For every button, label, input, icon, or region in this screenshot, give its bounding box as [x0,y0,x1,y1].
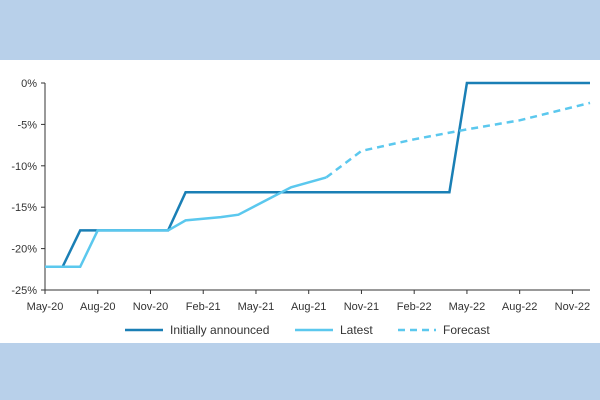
x-tick-label: Nov-20 [133,301,168,313]
y-tick-label: -15% [11,202,37,214]
series-line-initially-announced [45,81,590,269]
y-tick-label: 0% [21,78,37,90]
x-tick-label: Aug-20 [80,301,115,313]
x-tick-label: Feb-22 [397,301,432,313]
y-tick-label: -10% [11,161,37,173]
series-line-forecast [325,101,591,179]
x-axis-ticks: May-20 Aug-20 Nov-20 Feb-21 May-21 Aug-21 Nov-… [27,290,590,313]
legend-label-initially-announced: Initially announced [170,323,269,337]
chart-panel: 0% -5% -10% -15% -20% -25% May-20 Aug-20 Nov-20… [0,60,600,343]
x-tick-label: Aug-22 [502,301,537,313]
y-tick-label: -5% [17,119,37,131]
x-tick-label: May-21 [238,301,275,313]
y-axis-ticks: 0% -5% -10% -15% -20% -25% [11,78,45,297]
series-lines [45,81,591,269]
x-tick-label: Nov-21 [344,301,379,313]
legend-label-latest: Latest [340,323,373,337]
x-tick-label: Aug-21 [291,301,326,313]
legend: Initially announced Latest Forecast [125,323,490,337]
legend-label-forecast: Forecast [443,323,490,337]
x-tick-label: Feb-21 [186,301,221,313]
line-chart: 0% -5% -10% -15% -20% -25% May-20 Aug-20 Nov-20… [11,78,591,337]
series-line-latest [45,176,327,269]
y-tick-label: -20% [11,244,37,256]
x-tick-label: May-20 [27,301,64,313]
x-tick-label: May-22 [449,301,486,313]
y-tick-label: -25% [11,285,37,297]
x-tick-label: Nov-22 [555,301,590,313]
